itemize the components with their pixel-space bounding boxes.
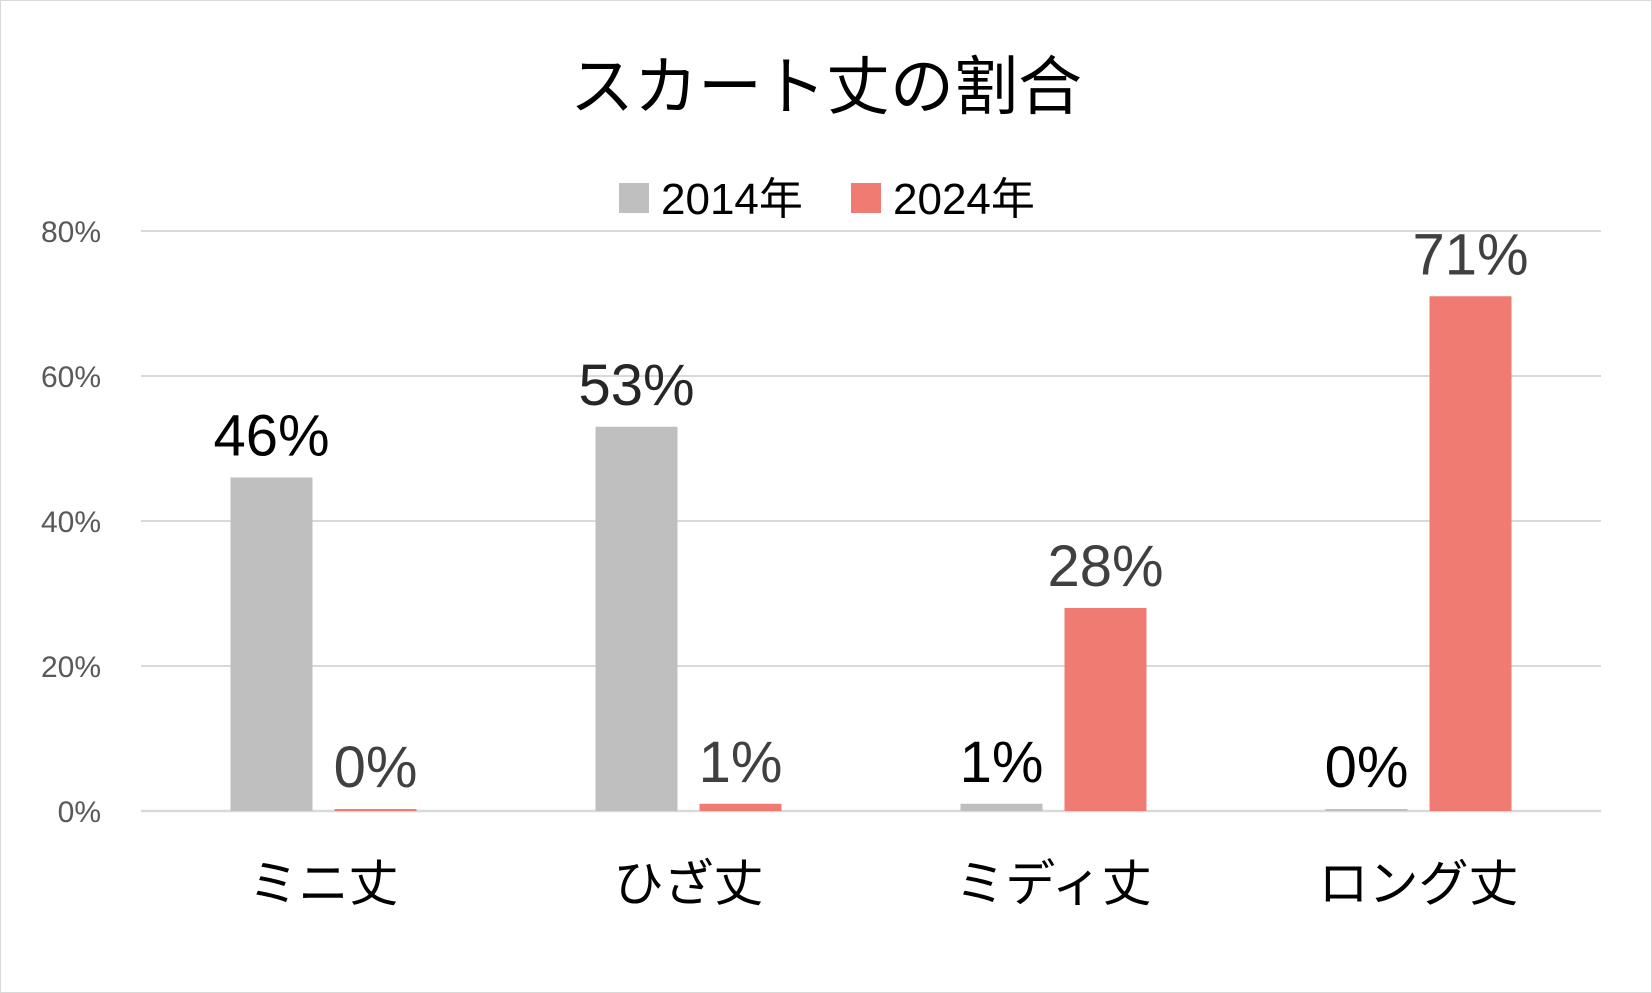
gridlines: [141, 230, 1601, 813]
legend: 2014年 2024年: [619, 175, 1035, 224]
data-labels: 46% 0% 53% 1% 1% 28% 0% 71%: [213, 222, 1528, 800]
bar-2024: [699, 803, 782, 811]
data-label: 1%: [960, 730, 1044, 795]
bars: [230, 296, 1512, 811]
bar-2014: [230, 477, 313, 811]
data-label: 28%: [1047, 534, 1163, 599]
data-label: 1%: [699, 730, 783, 795]
bar-2024: [334, 809, 417, 811]
y-tick-label: 0%: [58, 796, 101, 829]
category-label: ミディ丈: [955, 855, 1152, 913]
category-label: ひざ丈: [614, 855, 764, 913]
data-label: 71%: [1412, 222, 1528, 287]
category-label: ミニ丈: [249, 855, 399, 913]
legend-swatch-2024: [851, 183, 881, 213]
legend-label-2014: 2014年: [661, 175, 803, 224]
y-axis-ticks: 0% 20% 40% 60% 80%: [41, 216, 101, 829]
x-axis-categories: ミニ丈 ひざ丈 ミディ丈 ロング丈: [249, 855, 1519, 913]
category-label: ロング丈: [1319, 855, 1519, 913]
bar-2014: [595, 426, 678, 811]
bar-2014: [1325, 809, 1408, 811]
bar-2024: [1429, 296, 1512, 811]
y-tick-label: 60%: [41, 361, 101, 394]
bar-2024: [1064, 608, 1147, 811]
bar-2014: [960, 803, 1043, 811]
data-label: 46%: [213, 404, 329, 469]
data-label: 0%: [1325, 735, 1409, 800]
y-tick-label: 80%: [41, 216, 101, 249]
y-tick-label: 40%: [41, 506, 101, 539]
chart-title: スカート丈の割合: [570, 51, 1082, 125]
legend-swatch-2014: [619, 183, 649, 213]
legend-label-2024: 2024年: [893, 175, 1035, 224]
y-tick-label: 20%: [41, 651, 101, 684]
data-label: 53%: [578, 353, 694, 418]
data-label: 0%: [334, 735, 418, 800]
